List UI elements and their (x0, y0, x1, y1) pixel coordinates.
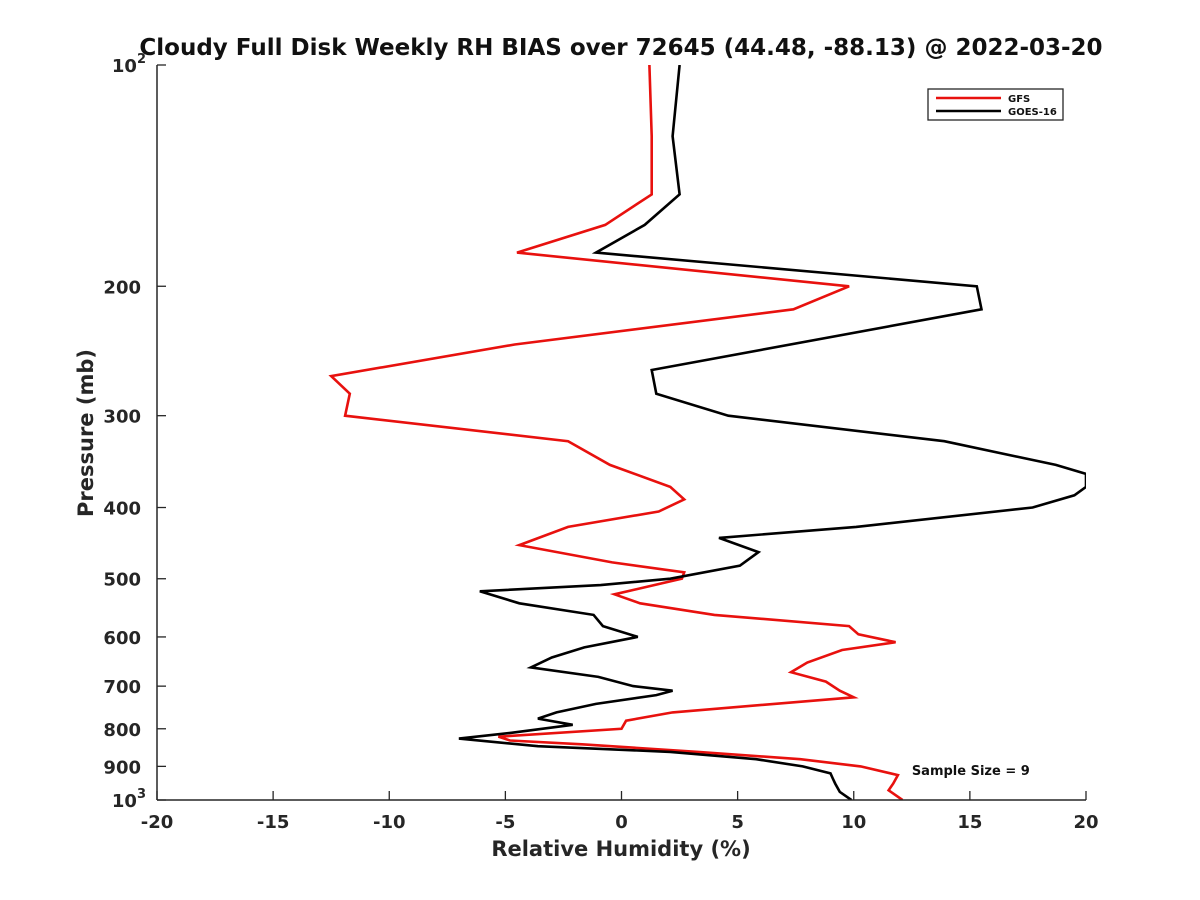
y-tick-label: 200 (103, 277, 141, 298)
x-tick-label: 15 (957, 812, 982, 833)
x-tick-label: -10 (373, 812, 406, 833)
plot-background (157, 65, 1086, 800)
y-tick-label: 600 (103, 628, 141, 649)
x-tick-label: -15 (257, 812, 290, 833)
legend-box (927, 88, 1064, 121)
y-tick-label: 102 (112, 52, 146, 77)
y-tick-label: 700 (103, 677, 141, 698)
x-tick-label: 10 (841, 812, 866, 833)
chart-title: Cloudy Full Disk Weekly RH BIAS over 726… (139, 35, 1102, 61)
plot-area (157, 65, 1086, 800)
x-tick-label: -5 (495, 812, 515, 833)
y-tick-label: 900 (103, 757, 141, 778)
legend: GFS GOES-16 (927, 88, 1064, 121)
y-tick-label: 300 (103, 407, 141, 428)
series-layer (328, 65, 1086, 800)
x-axis-label: Relative Humidity (%) (491, 837, 750, 861)
x-tick-label: 0 (615, 812, 628, 833)
y-axis-label: Pressure (mb) (74, 349, 98, 517)
axes-layer: -20 -15 -10 -5 0 5 10 15 20 102 200 300 400 500 600 700… (103, 52, 1098, 833)
y-tick-label: 400 (103, 499, 141, 520)
y-tick-label: 103 (112, 787, 146, 812)
sample-size-annotation: Sample Size = 9 (912, 764, 1030, 779)
x-tick-label: 20 (1073, 812, 1098, 833)
annotation-layer: Sample Size = 9 (912, 764, 1030, 779)
y-tick-label: 500 (103, 570, 141, 591)
series-line-goes-16 (458, 65, 1086, 800)
x-tick-label: 5 (731, 812, 744, 833)
x-tick-label: -20 (141, 812, 174, 833)
y-tick-label: 800 (103, 720, 141, 741)
legend-label-goes-16: GOES-16 (1008, 107, 1057, 118)
series-line-gfs (328, 65, 904, 800)
legend-label-gfs: GFS (1008, 94, 1030, 105)
